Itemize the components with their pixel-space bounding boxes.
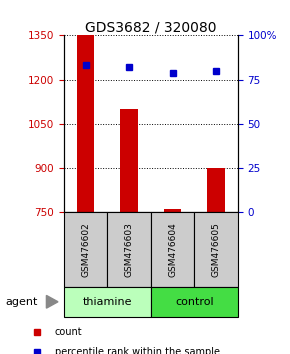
Bar xyxy=(64,287,151,317)
Text: thiamine: thiamine xyxy=(83,297,132,307)
Bar xyxy=(107,212,151,287)
Bar xyxy=(207,168,225,212)
Bar xyxy=(120,109,138,212)
Text: percentile rank within the sample: percentile rank within the sample xyxy=(55,347,220,354)
Bar xyxy=(77,35,94,212)
Bar xyxy=(64,212,107,287)
Text: agent: agent xyxy=(6,297,38,307)
Text: count: count xyxy=(55,327,82,337)
Title: GDS3682 / 320080: GDS3682 / 320080 xyxy=(85,20,217,34)
Bar xyxy=(194,212,238,287)
Bar xyxy=(151,287,238,317)
Bar xyxy=(164,210,181,212)
Text: GSM476602: GSM476602 xyxy=(81,222,90,277)
Bar xyxy=(151,212,194,287)
Text: GSM476603: GSM476603 xyxy=(124,222,134,277)
Text: control: control xyxy=(175,297,214,307)
Polygon shape xyxy=(46,295,58,308)
Text: GSM476604: GSM476604 xyxy=(168,222,177,277)
Text: GSM476605: GSM476605 xyxy=(211,222,221,277)
